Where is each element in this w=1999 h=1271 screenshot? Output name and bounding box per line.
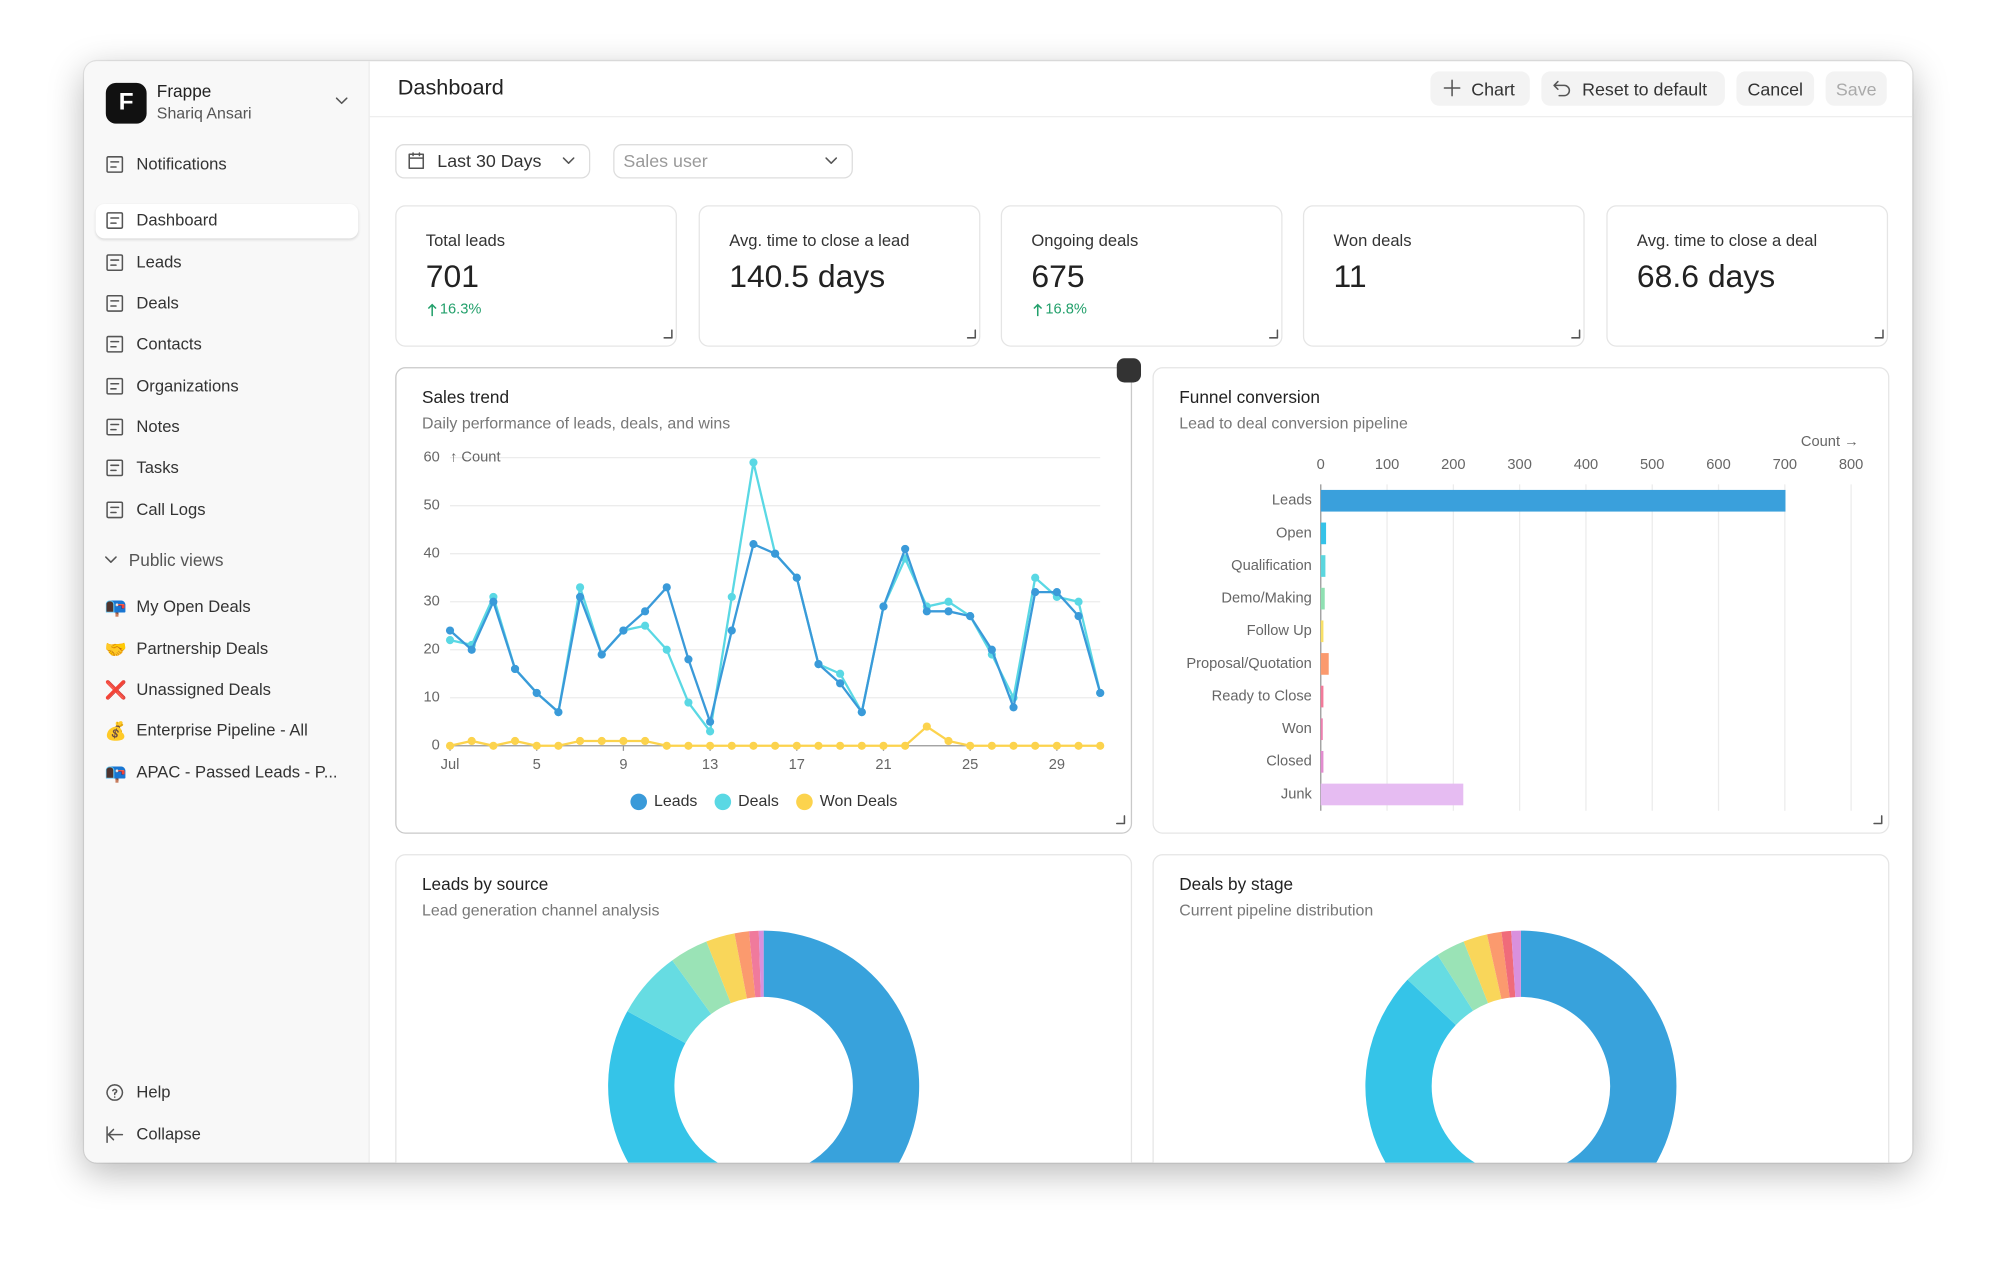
kpi-value: 140.5 days	[729, 258, 886, 295]
logo-letter: F	[118, 89, 134, 117]
chart-card	[1152, 367, 1890, 834]
chart-title: Funnel conversion	[1179, 387, 1320, 407]
window: F Frappe Shariq Ansari Notifications Dashboa…	[84, 61, 1913, 1163]
kpi-change: 16.8%	[1045, 302, 1087, 318]
footer-label: Collapse	[136, 1124, 201, 1144]
chart-title: Leads by source	[421, 874, 549, 894]
footer-item[interactable]	[96, 1076, 359, 1110]
nav-label: Leads	[136, 252, 182, 272]
chart-subtitle: Lead generation channel analysis	[421, 901, 660, 920]
kpi-card	[1000, 205, 1283, 347]
nav-label: Call Logs	[136, 499, 206, 519]
header-button[interactable]	[1825, 71, 1887, 106]
view-label: Partnership Deals	[136, 638, 269, 658]
view-label: Enterprise Pipeline - All	[136, 720, 308, 740]
chart-subtitle: Lead to deal conversion pipeline	[1179, 414, 1408, 433]
chart-subtitle: Daily performance of leads, deals, and w…	[421, 414, 731, 433]
nav-label: Dashboard	[136, 210, 218, 230]
header-button-label[interactable]: Reset to default	[1582, 79, 1708, 100]
delete-button[interactable]	[1116, 358, 1142, 383]
nav-label: Deals	[136, 293, 179, 313]
nav-item[interactable]	[96, 493, 359, 527]
chart-title: Sales trend	[421, 387, 510, 407]
sidebar	[84, 61, 370, 1163]
kpi-label: Won deals	[1333, 230, 1412, 250]
nav-label: Contacts	[136, 334, 202, 354]
chart-card	[395, 367, 1133, 834]
header-button[interactable]	[1541, 71, 1725, 106]
kpi-value: 68.6 days	[1636, 258, 1776, 295]
chart-title: Deals by stage	[1179, 874, 1294, 894]
user-name: Shariq Ansari	[156, 104, 252, 123]
views-heading: Public views	[128, 550, 224, 570]
footer-label: Help	[136, 1082, 171, 1102]
view-label: APAC - Passed Leads - P...	[136, 762, 338, 782]
kpi-label: Ongoing deals	[1031, 230, 1139, 250]
kpi-value: 701	[425, 258, 479, 295]
view-icon: ❌	[104, 679, 127, 700]
kpi-card	[1606, 205, 1889, 347]
nav-item[interactable]	[96, 246, 359, 280]
kpi-card	[1302, 205, 1585, 347]
kpi-card	[395, 205, 677, 347]
nav-label: Notifications	[136, 154, 227, 174]
view-label: Unassigned Deals	[136, 679, 271, 699]
user-filter[interactable]	[613, 144, 853, 179]
kpi-value: 675	[1031, 258, 1085, 295]
period-label: Last 30 Days	[437, 150, 542, 171]
kpi-label: Avg. time to close a lead	[729, 230, 910, 250]
chart-subtitle: Current pipeline distribution	[1179, 901, 1374, 920]
header-button-label[interactable]: Cancel	[1747, 79, 1804, 100]
nav-label: Notes	[136, 416, 180, 436]
view-icon: 📭	[104, 596, 127, 618]
kpi-value: 11	[1333, 258, 1367, 295]
nav-item[interactable]	[96, 287, 359, 321]
nav-label: Tasks	[136, 457, 179, 477]
page-title: Dashboard	[397, 75, 504, 100]
view-label: My Open Deals	[136, 596, 251, 616]
footer-item[interactable]	[96, 1118, 359, 1152]
nav-item[interactable]	[96, 204, 359, 238]
logo	[105, 82, 147, 124]
kpi-label: Avg. time to close a deal	[1636, 230, 1818, 250]
nav-item[interactable]	[96, 328, 359, 362]
header-button-label[interactable]: Chart	[1471, 79, 1515, 100]
header-divider	[369, 116, 1913, 118]
view-icon: 🤝	[104, 638, 127, 660]
org-name: Frappe	[156, 81, 212, 101]
layer: F Frappe Shariq Ansari Notifications Dashboa…	[84, 61, 1913, 1163]
kpi-label: Total leads	[425, 230, 506, 250]
kpi-change: 16.3%	[439, 302, 482, 318]
nav-item[interactable]	[96, 410, 359, 444]
view-icon: 📭	[104, 762, 127, 783]
nav-active	[95, 203, 359, 239]
nav-label: Organizations	[136, 376, 239, 396]
view-icon: 💰	[104, 720, 127, 741]
kpi-card	[698, 205, 981, 347]
header-button[interactable]	[1736, 71, 1815, 106]
user-placeholder: Sales user	[623, 150, 708, 171]
period-filter[interactable]	[395, 144, 591, 179]
header-button-label[interactable]: Save	[1835, 79, 1877, 100]
nav-item[interactable]	[96, 451, 359, 485]
